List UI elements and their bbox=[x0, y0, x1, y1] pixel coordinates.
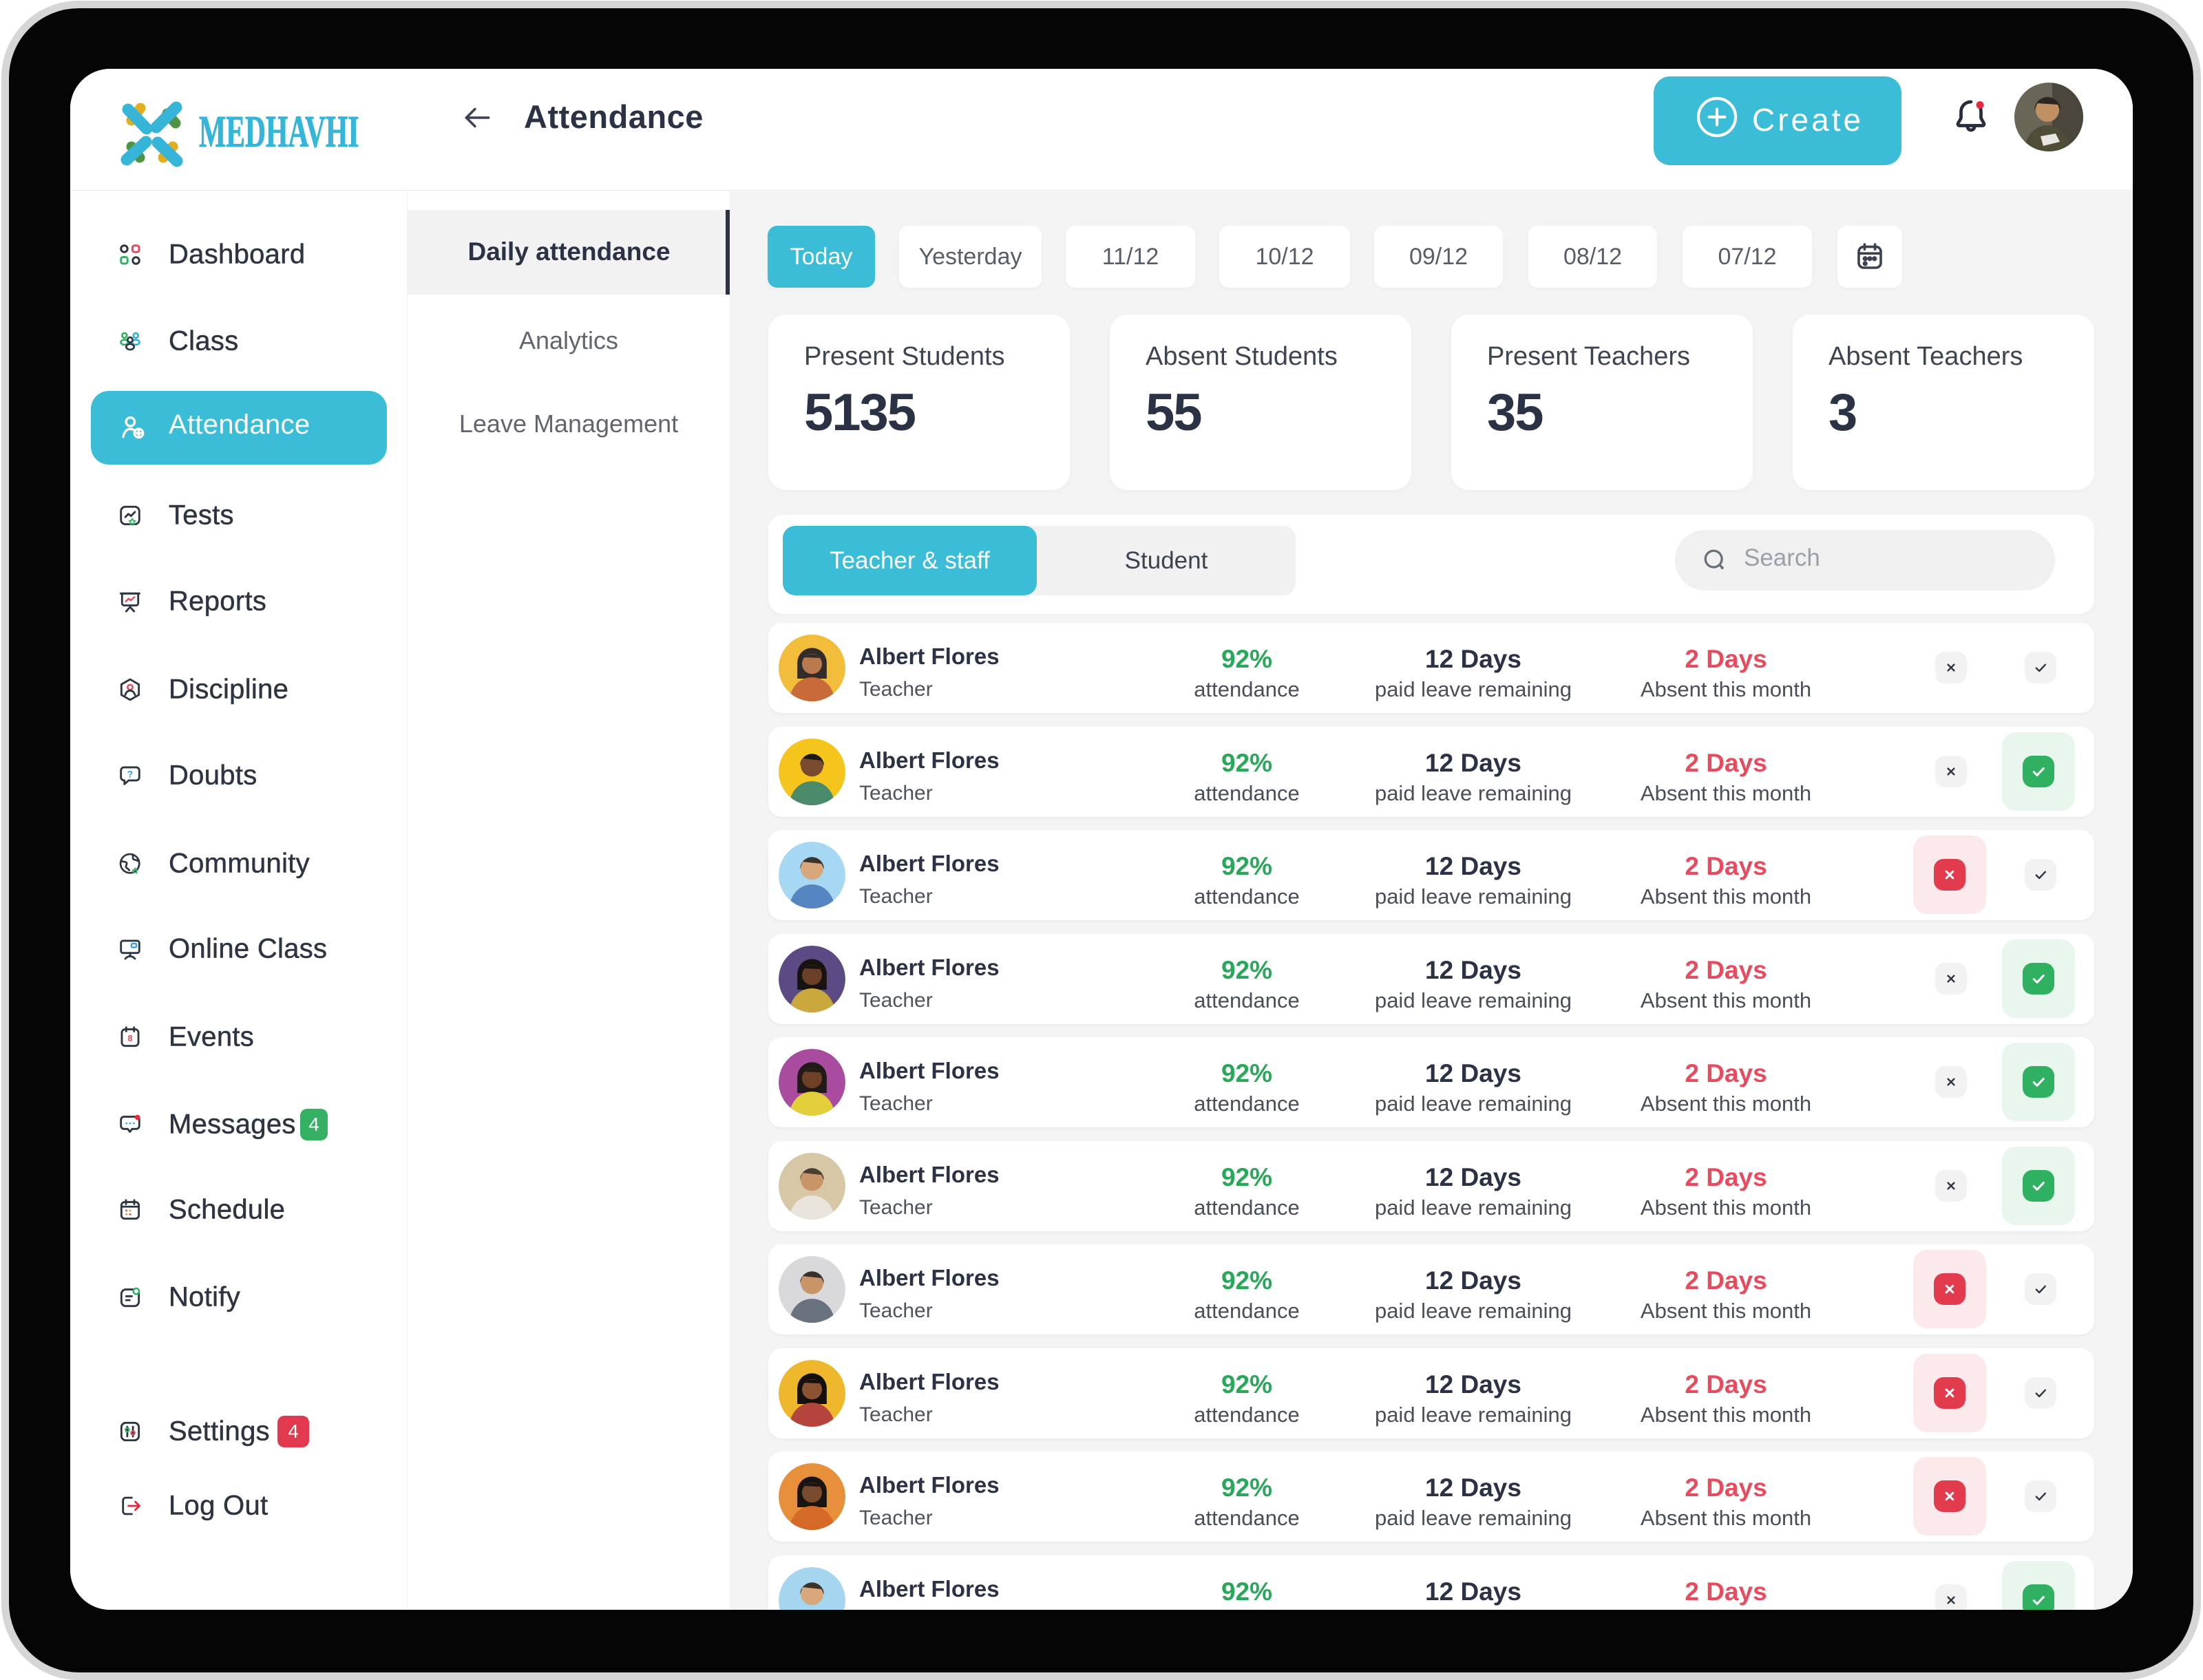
svg-text:?: ? bbox=[127, 769, 134, 780]
svg-text:8: 8 bbox=[127, 1034, 132, 1043]
